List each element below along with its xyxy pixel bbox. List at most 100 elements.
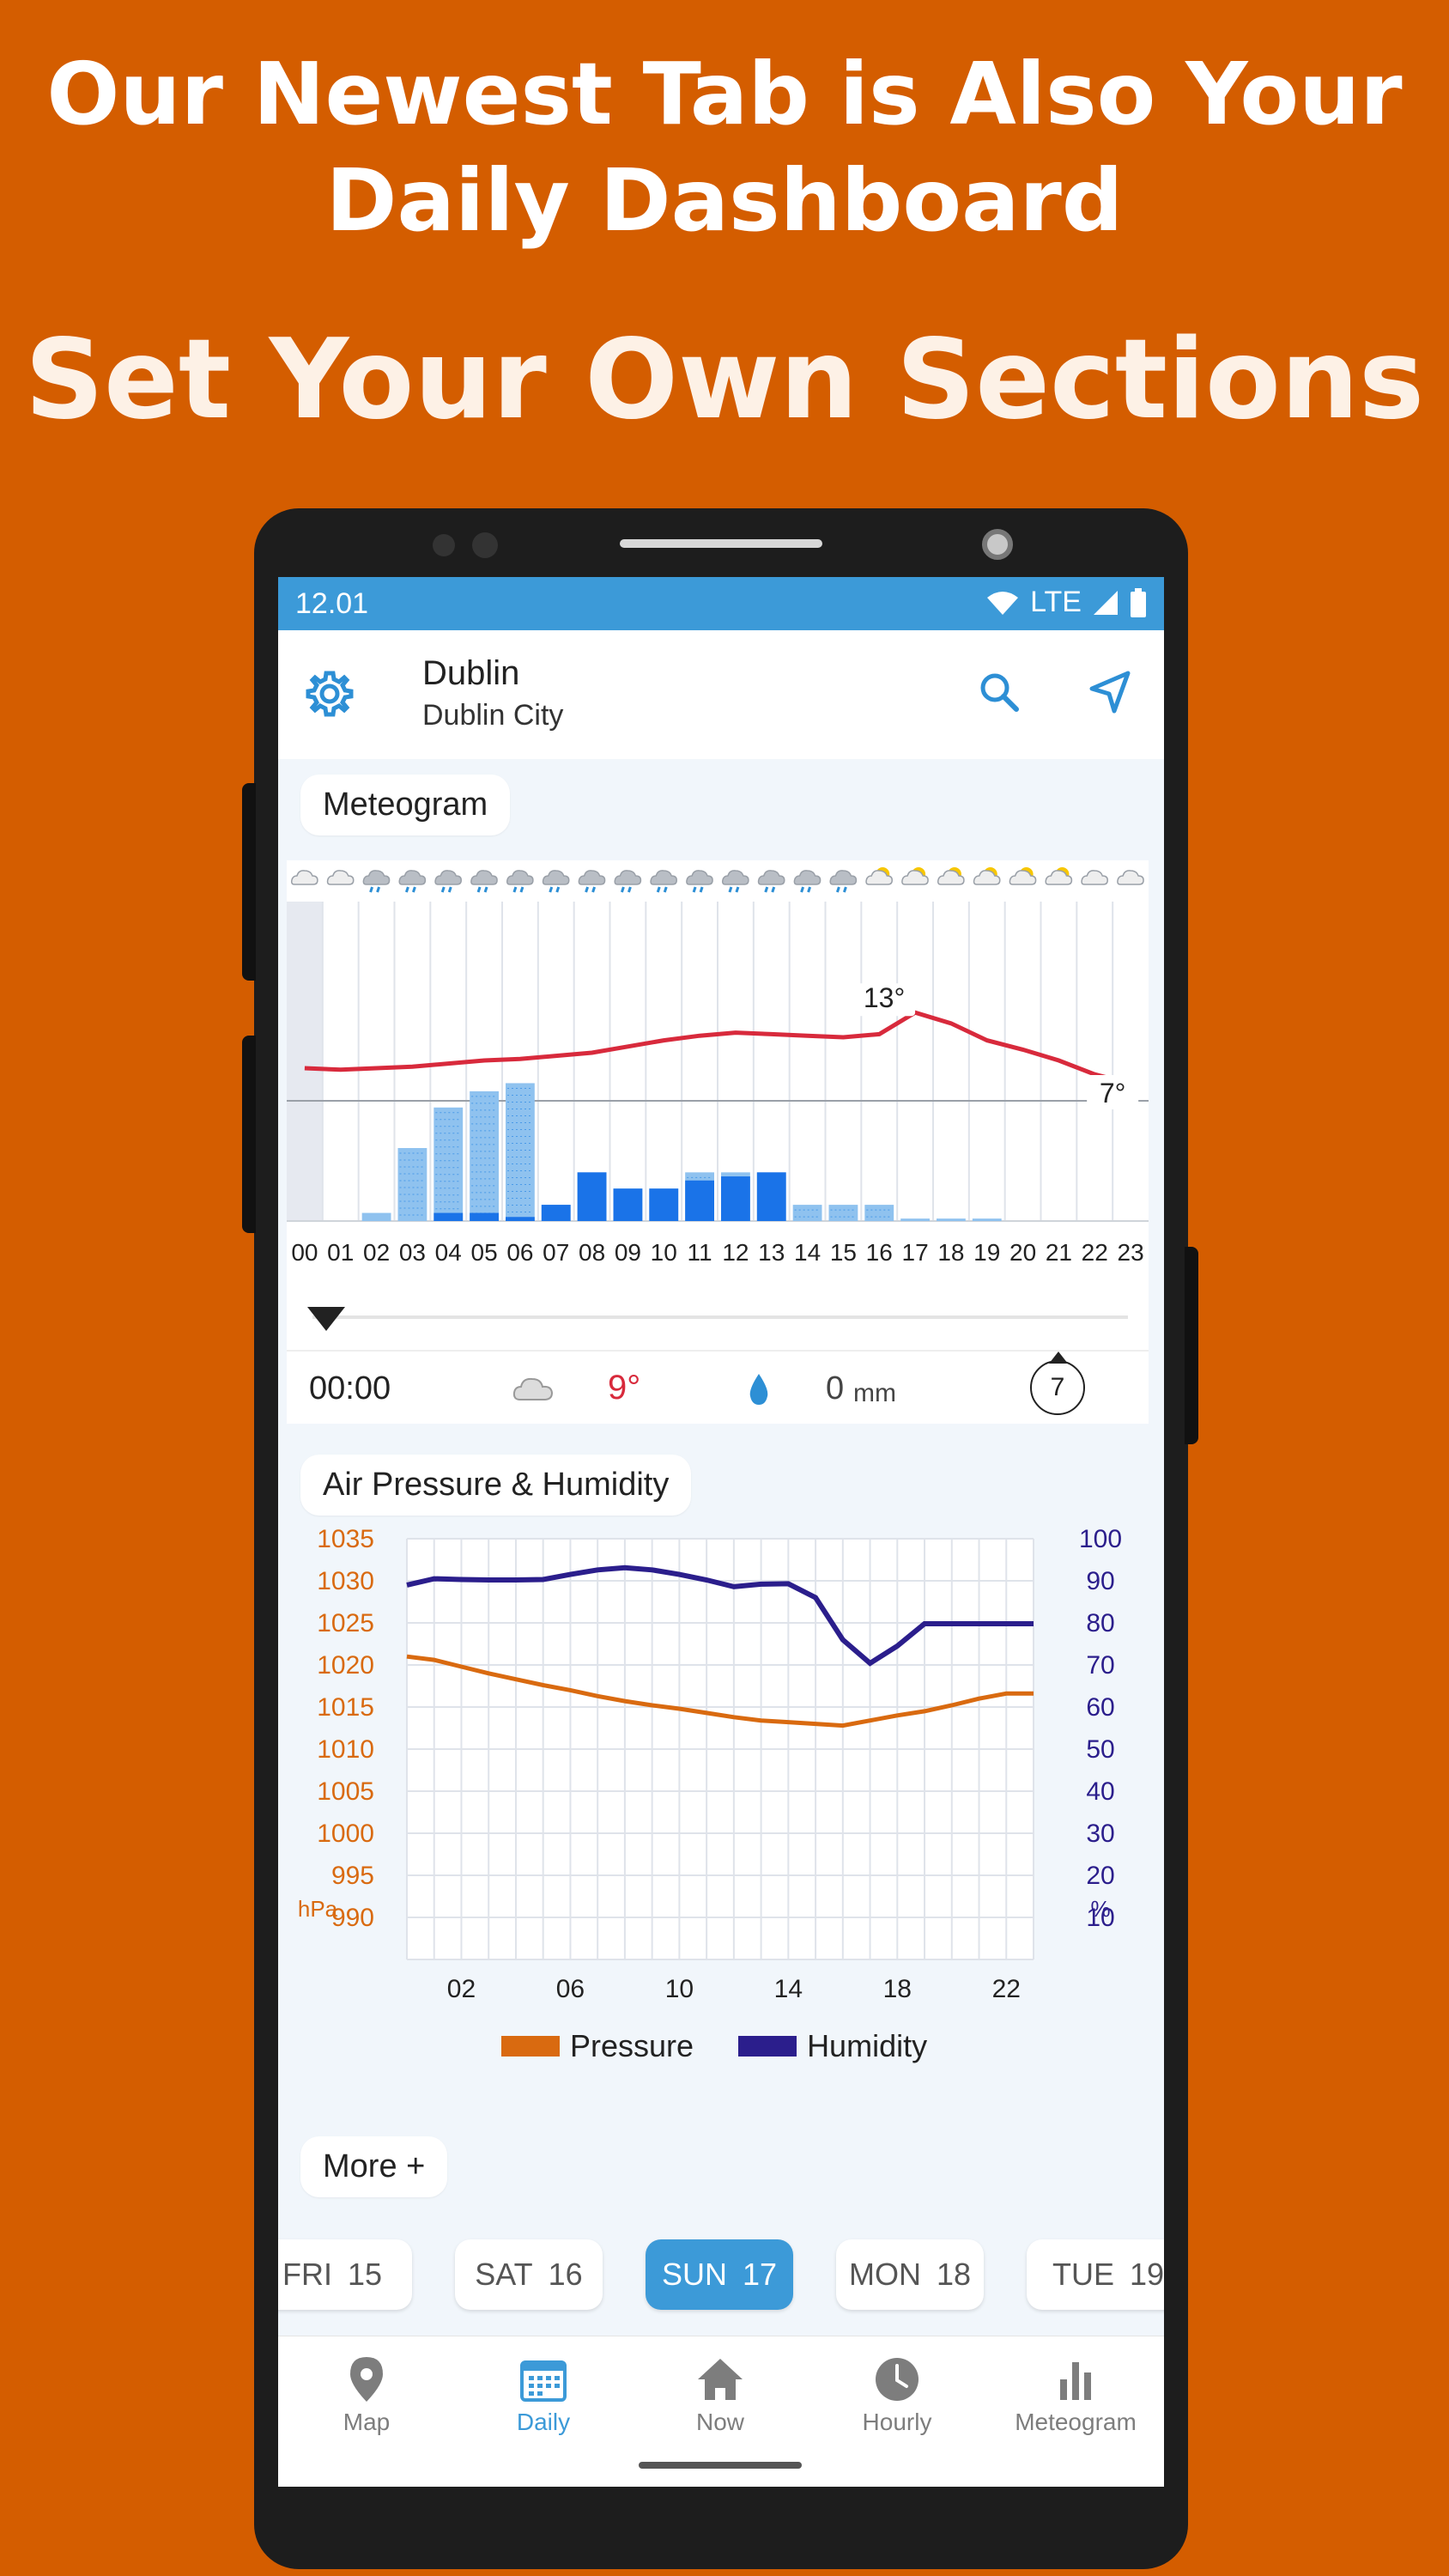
precip-bar-heavy: [577, 1172, 607, 1221]
readout-time: 00:00: [309, 1370, 391, 1406]
humidity-tick: 60: [1086, 1693, 1114, 1722]
hour-label: 05: [471, 1239, 498, 1266]
app-bar: Dublin Dublin City: [278, 630, 1164, 759]
day-tab-date: 19: [1129, 2257, 1164, 2292]
pressure-tick: 1015: [317, 1693, 374, 1722]
day-tab-sun[interactable]: SUN 17: [646, 2239, 793, 2310]
precip-bar-light: [397, 1148, 427, 1221]
legend-pressure-swatch: [501, 2036, 560, 2057]
precip-bar-heavy: [721, 1176, 750, 1221]
day-tab-fri[interactable]: FRI 15: [278, 2239, 412, 2310]
battery-icon: [1131, 587, 1146, 617]
nav-map[interactable]: Map: [278, 2336, 455, 2448]
day-tab-name: FRI: [282, 2257, 332, 2292]
signal-icon: [1094, 590, 1118, 615]
hour-tick: 02: [447, 1975, 476, 2003]
navigation-arrow-icon[interactable]: [1085, 666, 1137, 718]
nav-map-label: Map: [343, 2409, 391, 2435]
time-slider[interactable]: [304, 1307, 1137, 1333]
hour-label: 20: [1009, 1239, 1036, 1266]
legend-humidity-swatch: [738, 2036, 797, 2057]
precip-bar-light: [361, 1212, 391, 1221]
precip-bar-light: [828, 1205, 858, 1221]
hour-label: 00: [291, 1239, 318, 1266]
status-bar: 12.01 LTE: [278, 577, 1164, 630]
nav-now-label: Now: [695, 2409, 744, 2435]
rain-icon: [362, 870, 391, 893]
nav-daily-label: Daily: [516, 2409, 571, 2435]
readout-precip-value: 0: [826, 1370, 845, 1406]
sun-cloud-icon: [865, 867, 894, 885]
day-tab-mon[interactable]: MON 18: [836, 2239, 984, 2310]
left-axis-unit: hPa: [298, 1896, 338, 1922]
precip-bar-light: [433, 1107, 464, 1221]
network-label: LTE: [1030, 586, 1082, 618]
hour-tick: 22: [992, 1975, 1021, 2003]
meteogram-chart[interactable]: 13°7° 00 01 02 03 04 05 06 07 08 09 10 11 12 13 14 15 16…: [287, 860, 1149, 1424]
nav-hourly[interactable]: Hourly: [809, 2336, 985, 2448]
location-title[interactable]: Dublin: [422, 654, 520, 692]
precip-bar-heavy: [649, 1188, 679, 1221]
humidity-tick: 70: [1086, 1651, 1114, 1680]
precip-bar-light: [900, 1218, 930, 1221]
promo-headline: Our Newest Tab is Also Your Daily Dashbo…: [0, 41, 1449, 254]
nav-now[interactable]: Now: [632, 2336, 809, 2448]
cloudy-icon: [290, 870, 318, 885]
temp-max-label: 13°: [855, 982, 916, 1017]
front-camera: [982, 529, 1013, 560]
humidity-tick: 100: [1079, 1525, 1122, 1553]
day-tab-date: 18: [936, 2257, 972, 2292]
rain-icon: [506, 870, 534, 893]
nav-meteogram[interactable]: Meteogram: [987, 2336, 1164, 2448]
calendar-icon: [520, 2360, 567, 2402]
rain-icon: [542, 870, 570, 893]
cloudy-icon: [1081, 870, 1109, 885]
pressure-tick: 1005: [317, 1777, 374, 1806]
meteogram-readout: 00:00 9° 0 mm 7: [287, 1350, 1149, 1424]
precip-bar-heavy: [433, 1212, 464, 1221]
gear-icon[interactable]: [304, 668, 355, 720]
more-button[interactable]: More +: [300, 2136, 448, 2197]
readout-temperature: 9°: [608, 1369, 641, 1406]
bar-chart-icon: [1060, 2362, 1091, 2400]
precip-bar-light: [937, 1218, 966, 1221]
app-screen: 12.01 LTE Dublin Dublin City: [278, 577, 1164, 2487]
pressure-tick: 1020: [317, 1651, 374, 1680]
cloudy-icon: [1117, 870, 1144, 885]
chart-legend: Pressure Humidity: [501, 2028, 927, 2064]
gesture-bar[interactable]: [639, 2462, 802, 2469]
day-tab-name: SUN: [661, 2257, 727, 2292]
hour-tick: 18: [883, 1975, 912, 2003]
hour-label: 01: [327, 1239, 354, 1266]
hour-label: 03: [399, 1239, 426, 1266]
phone-side-button: [242, 783, 256, 981]
pressure-humidity-section-title[interactable]: Air Pressure & Humidity: [300, 1455, 692, 1516]
cloud-icon: [512, 1377, 554, 1400]
meteogram-section-title[interactable]: Meteogram: [300, 775, 511, 835]
precip-bar-heavy: [470, 1212, 499, 1221]
past-hour-shade: [287, 902, 323, 1221]
hour-label: 09: [615, 1239, 641, 1266]
home-icon: [698, 2359, 743, 2400]
pressure-tick: 1030: [317, 1567, 374, 1595]
cloudy-icon: [326, 870, 355, 885]
front-sensor: [472, 532, 498, 558]
day-tab-sat[interactable]: SAT 16: [455, 2239, 603, 2310]
temp-min-label: 7°: [1087, 1075, 1139, 1109]
hour-label: 15: [830, 1239, 857, 1266]
status-time: 12.01: [295, 587, 369, 620]
rain-icon: [434, 870, 463, 893]
humidity-tick: 40: [1086, 1777, 1114, 1806]
nav-daily[interactable]: Daily: [455, 2336, 632, 2448]
hour-label: 18: [937, 1239, 964, 1266]
hour-label: 12: [722, 1239, 749, 1266]
nav-hourly-label: Hourly: [862, 2409, 932, 2435]
nav-meteogram-label: Meteogram: [1015, 2409, 1137, 2435]
day-tab-tue[interactable]: TUE 19: [1027, 2239, 1164, 2310]
promo-headline-line2: Daily Dashboard: [325, 150, 1124, 251]
slider-handle-icon[interactable]: [307, 1307, 345, 1331]
search-icon[interactable]: [973, 666, 1025, 718]
temp-min-text: 7°: [1100, 1078, 1126, 1109]
pressure-tick: 1010: [317, 1735, 374, 1764]
